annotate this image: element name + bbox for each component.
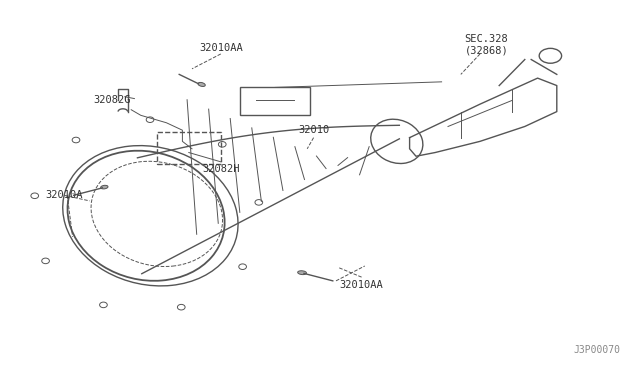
Text: SEC.328
(32868): SEC.328 (32868) <box>465 34 508 55</box>
Ellipse shape <box>198 83 205 86</box>
Text: J3P00070: J3P00070 <box>574 345 621 355</box>
Ellipse shape <box>298 271 307 275</box>
Text: 32010AA: 32010AA <box>340 280 383 289</box>
Text: 32010: 32010 <box>298 125 329 135</box>
Text: 32082G: 32082G <box>93 96 131 105</box>
Text: 32010AA: 32010AA <box>199 44 243 53</box>
Text: 32082H: 32082H <box>202 164 239 174</box>
Ellipse shape <box>100 185 108 189</box>
Text: 32010A: 32010A <box>45 190 83 200</box>
